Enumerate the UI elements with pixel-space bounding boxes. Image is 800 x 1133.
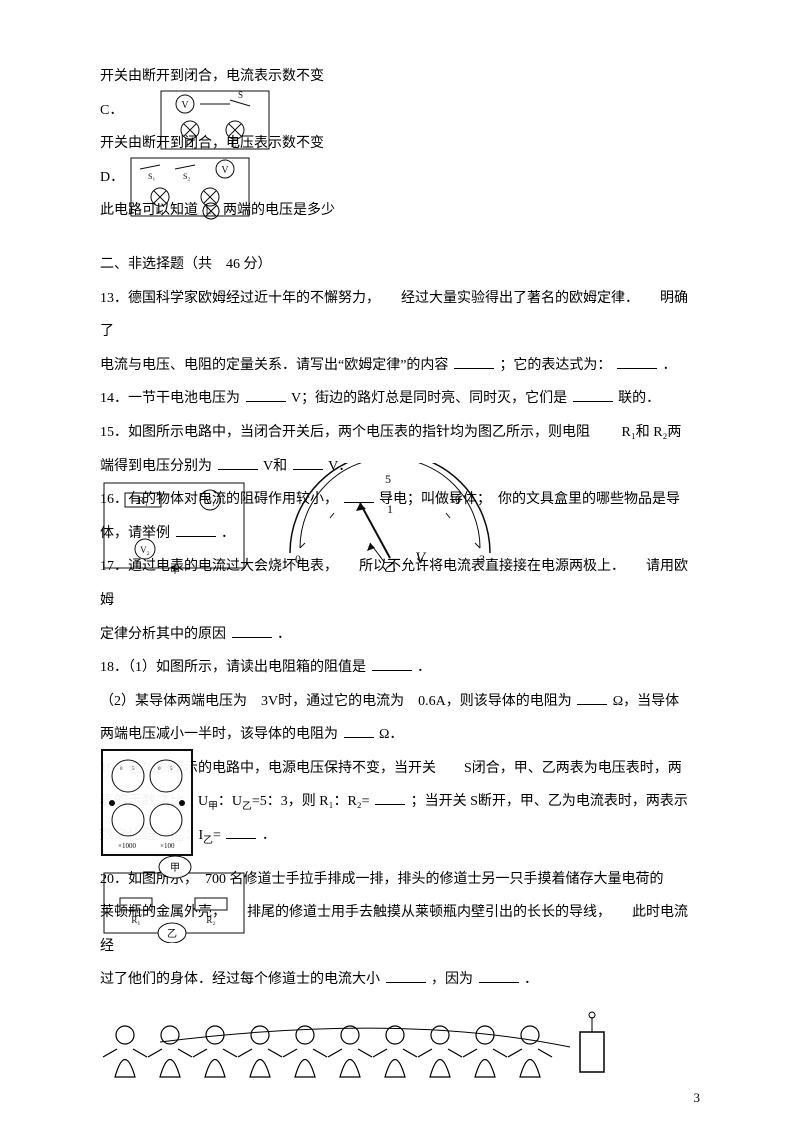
svg-text:L₂: L₂	[231, 139, 240, 149]
svg-text:×1000: ×1000	[118, 842, 136, 850]
svg-text:甲: 甲	[170, 863, 180, 874]
monks-illustration	[100, 1007, 700, 1101]
svg-text:S: S	[238, 90, 243, 100]
q18-line1: 18．（1）如图所示，请读出电阻箱的阻值是 ．	[100, 651, 700, 685]
svg-text:S₂: S₂	[183, 172, 190, 181]
blank[interactable]	[617, 354, 657, 369]
svg-text:V₁: V₁	[205, 496, 215, 506]
svg-text:1: 1	[387, 502, 393, 516]
resistance-box-svg: 05 05 ×1000 ×100	[100, 748, 195, 858]
blank[interactable]	[454, 354, 494, 369]
q14: 14．一节干电池电压为 V；街边的路灯总是同时亮、同时灭，它们是 联的．	[100, 382, 700, 416]
svg-text:S₁: S₁	[148, 172, 155, 181]
circuit-q15-svg: R₁ V₁ V₂ 甲	[100, 479, 250, 574]
svg-text:×100: ×100	[160, 842, 175, 850]
blank[interactable]	[246, 387, 286, 402]
q13-line1: 13．德国科学家欧姆经过近十年的不懈努力， 经过大量实验得出了著名的欧姆定律． …	[100, 282, 700, 349]
q15-line1: 15．如图所示电路中，当闭合开关后，两个电压表的指针均为图乙所示，则电阻 R₁和…	[100, 416, 700, 450]
blank[interactable]	[344, 723, 374, 738]
q17-line2: 定律分析其中的原因 ．	[100, 618, 700, 652]
svg-text:0: 0	[295, 552, 301, 566]
svg-text:R₁: R₁	[131, 915, 140, 925]
svg-text:3: 3	[479, 552, 485, 566]
blank[interactable]	[232, 623, 272, 638]
svg-text:R₁: R₁	[138, 496, 148, 507]
voltmeter-dial-svg: 5 10 0 1 3 V 乙	[270, 463, 510, 573]
blank[interactable]	[479, 968, 519, 983]
q20-line3: 过了他们的身体．经过每个修道士的电流大小 ，因为 ．	[100, 963, 700, 997]
svg-text:5: 5	[385, 472, 391, 486]
blank[interactable]	[573, 387, 613, 402]
svg-text:V: V	[221, 165, 229, 176]
blank[interactable]	[577, 690, 607, 705]
svg-text:乙: 乙	[167, 928, 177, 940]
blank[interactable]	[375, 790, 405, 805]
blank[interactable]	[218, 455, 258, 470]
svg-text:L₁: L₁	[156, 206, 165, 216]
svg-text:R₂: R₂	[206, 915, 215, 925]
svg-text:乙: 乙	[384, 560, 396, 573]
page-number: 3	[694, 1082, 701, 1113]
circuit-c-svg: V S L₁ L₂	[160, 90, 270, 150]
q18-line2: （2）某导体两端电压为 3V时，通过它的电流为 0.6A，则该导体的电阻为 Ω，…	[100, 685, 700, 719]
blank[interactable]	[386, 968, 426, 983]
svg-text:10: 10	[449, 492, 461, 506]
circuit-q19-svg: 甲 R₁ R₂ 乙	[100, 853, 250, 943]
svg-text:V₂: V₂	[140, 545, 150, 555]
section-2-title: 二、非选择题（共 46 分）	[100, 248, 700, 282]
option-b-text: 开关由断开到闭合，电流表示数不变	[100, 60, 700, 94]
svg-text:L₂: L₂	[206, 206, 215, 216]
svg-text:甲: 甲	[170, 566, 180, 574]
q18-line3: 两端电压减小一半时，该导体的电阻为 Ω．	[100, 718, 700, 752]
svg-text:V: V	[181, 100, 189, 111]
circuit-d-svg: S₁ S₂ V L₁ L₂	[130, 157, 250, 217]
blank[interactable]	[372, 656, 412, 671]
svg-text:V: V	[415, 550, 427, 567]
svg-text:L₁: L₁	[186, 139, 195, 149]
q13-line2: 电流与电压、电阻的定量关系．请写出“欧姆定律”的内容 ；它的表达式为： ．	[100, 349, 700, 383]
blank[interactable]	[226, 824, 256, 839]
